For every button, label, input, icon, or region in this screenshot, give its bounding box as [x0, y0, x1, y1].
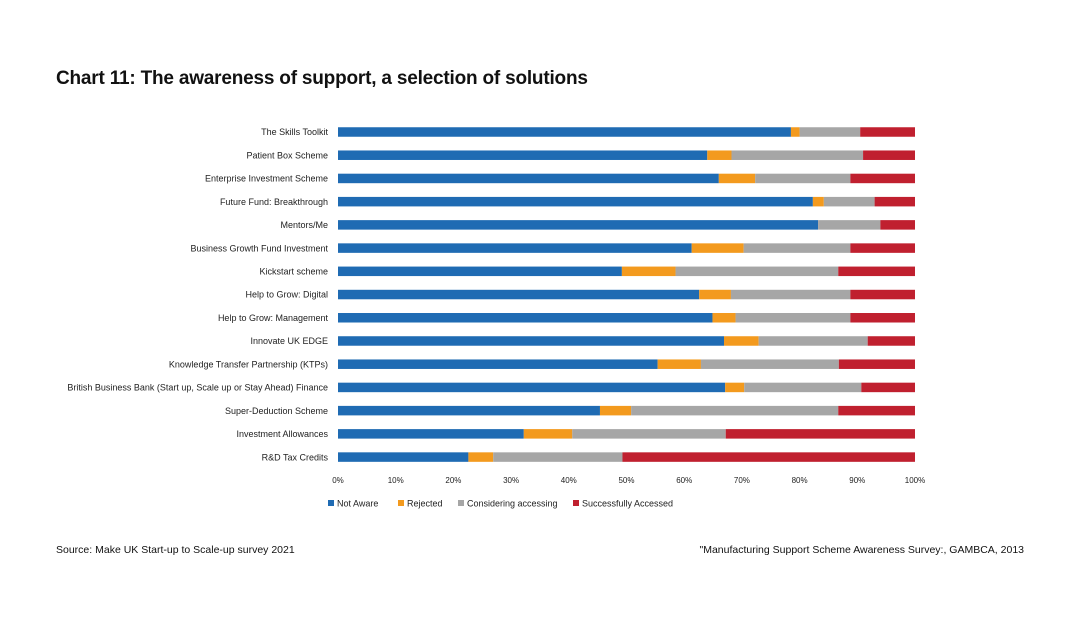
- bar-segment-not-aware: [338, 266, 622, 277]
- category-label: Help to Grow: Digital: [245, 290, 328, 300]
- legend-swatch-considering-accessing: [458, 500, 464, 506]
- bar-segment-considering-accessing: [758, 336, 868, 346]
- bar-segment-not-aware: [338, 196, 813, 207]
- bar-segment-successfully-accessed: [874, 196, 915, 207]
- x-tick-label: 80%: [792, 476, 808, 485]
- bar-segment-considering-accessing: [493, 452, 623, 462]
- category-label: Innovate UK EDGE: [250, 336, 328, 346]
- bar-segment-not-aware: [338, 452, 469, 462]
- bar-segment-considering-accessing: [755, 173, 851, 184]
- category-label: The Skills Toolkit: [261, 127, 328, 137]
- bar-segment-considering-accessing: [744, 382, 862, 393]
- category-label: Future Fund: Breakthrough: [220, 197, 328, 207]
- bar-segment-successfully-accessed: [867, 336, 915, 346]
- bar-segment-considering-accessing: [731, 150, 864, 160]
- bar-segment-successfully-accessed: [861, 382, 915, 393]
- bar-segment-not-aware: [338, 359, 658, 369]
- bar-segment-successfully-accessed: [863, 150, 915, 160]
- bar-segment-not-aware: [338, 243, 692, 253]
- bar-segment-rejected: [691, 243, 744, 253]
- bar-segment-not-aware: [338, 220, 819, 230]
- category-label: Mentors/Me: [280, 220, 328, 230]
- bar-segment-successfully-accessed: [880, 220, 915, 230]
- bar-segment-rejected: [699, 289, 731, 300]
- legend-label-rejected: Rejected: [407, 499, 443, 509]
- bar-segment-successfully-accessed: [860, 127, 915, 137]
- bar-segment-successfully-accessed: [850, 313, 915, 323]
- bar-segment-successfully-accessed: [838, 405, 915, 416]
- bar-segment-rejected: [621, 266, 676, 277]
- bar-segment-successfully-accessed: [850, 173, 915, 184]
- x-tick-label: 100%: [905, 476, 925, 485]
- bar-segment-rejected: [724, 336, 759, 346]
- bar-segment-rejected: [718, 173, 756, 184]
- bar-segment-not-aware: [338, 127, 791, 137]
- bar-segment-rejected: [707, 150, 732, 160]
- chart-title: Chart 11: The awareness of support, a se…: [56, 68, 588, 89]
- x-tick-label: 0%: [332, 476, 344, 485]
- category-label: Super-Deduction Scheme: [225, 406, 328, 416]
- bar-segment-successfully-accessed: [622, 452, 915, 462]
- legend-swatch-successfully-accessed: [573, 500, 579, 506]
- bar-segment-not-aware: [338, 336, 725, 346]
- x-tick-label: 90%: [849, 476, 865, 485]
- bar-segment-not-aware: [338, 173, 719, 184]
- x-tick-label: 30%: [503, 476, 519, 485]
- x-tick-label: 40%: [561, 476, 577, 485]
- category-label: Business Growth Fund Investment: [190, 243, 328, 253]
- bar-segment-successfully-accessed: [850, 289, 915, 300]
- survey-reference: "Manufacturing Support Scheme Awareness …: [699, 544, 1024, 556]
- legend-swatch-rejected: [398, 500, 404, 506]
- bar-segment-considering-accessing: [700, 359, 839, 369]
- bar-segment-rejected: [790, 127, 800, 137]
- category-label: Help to Grow: Management: [218, 313, 329, 323]
- category-label: Enterprise Investment Scheme: [205, 174, 328, 184]
- bar-segment-considering-accessing: [823, 196, 875, 207]
- category-label: Investment Allowances: [236, 429, 328, 439]
- source-note: Source: Make UK Start-up to Scale-up sur…: [56, 544, 295, 556]
- bar-segment-rejected: [712, 313, 736, 323]
- x-tick-label: 10%: [388, 476, 404, 485]
- bar-segment-successfully-accessed: [838, 266, 915, 277]
- bar-segment-rejected: [523, 429, 573, 439]
- category-label: British Business Bank (Start up, Scale u…: [67, 383, 328, 393]
- bar-segment-not-aware: [338, 429, 524, 439]
- bar-segment-not-aware: [338, 382, 726, 393]
- bar-segment-considering-accessing: [743, 243, 851, 253]
- bar-segment-not-aware: [338, 289, 700, 300]
- bar-segment-considering-accessing: [818, 220, 881, 230]
- bar-segment-successfully-accessed: [850, 243, 915, 253]
- category-label: R&D Tax Credits: [262, 452, 329, 462]
- bar-segment-considering-accessing: [799, 127, 861, 137]
- category-label: Patient Box Scheme: [246, 150, 328, 160]
- category-label: Kickstart scheme: [259, 267, 328, 277]
- x-tick-label: 50%: [618, 476, 634, 485]
- legend-swatch-not-aware: [328, 500, 334, 506]
- bar-segment-rejected: [657, 359, 701, 369]
- legend-label-considering-accessing: Considering accessing: [467, 499, 558, 509]
- x-tick-label: 60%: [676, 476, 692, 485]
- bar-segment-considering-accessing: [572, 429, 726, 439]
- bar-segment-rejected: [725, 382, 745, 393]
- category-label: Knowledge Transfer Partnership (KTPs): [169, 359, 328, 369]
- legend-label-successfully-accessed: Successfully Accessed: [582, 499, 673, 509]
- bar-segment-considering-accessing: [730, 289, 851, 300]
- bar-segment-successfully-accessed: [725, 429, 915, 439]
- bar-segment-not-aware: [338, 150, 708, 160]
- bar-segment-rejected: [812, 196, 824, 207]
- bar-segment-considering-accessing: [675, 266, 839, 277]
- bar-segment-considering-accessing: [631, 405, 839, 416]
- x-tick-label: 20%: [445, 476, 461, 485]
- bar-segment-not-aware: [338, 405, 600, 416]
- bar-segment-successfully-accessed: [838, 359, 915, 369]
- bar-segment-considering-accessing: [735, 313, 851, 323]
- bar-segment-rejected: [599, 405, 632, 416]
- x-tick-label: 70%: [734, 476, 750, 485]
- bar-segment-rejected: [468, 452, 494, 462]
- legend-label-not-aware: Not Aware: [337, 499, 378, 509]
- bar-segment-not-aware: [338, 313, 713, 323]
